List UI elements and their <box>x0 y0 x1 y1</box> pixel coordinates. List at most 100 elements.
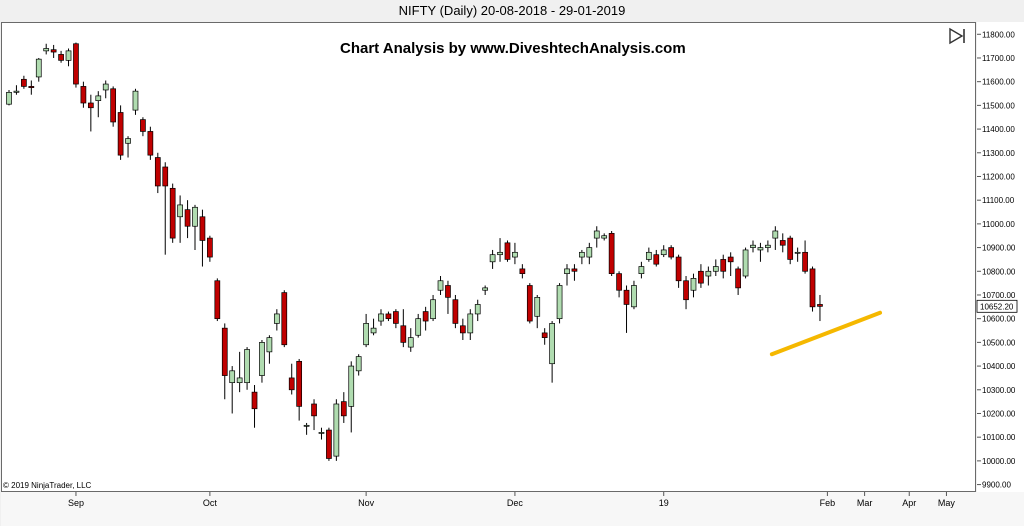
candle-body <box>802 251 808 272</box>
candle-body <box>73 43 79 85</box>
candle-body <box>385 313 392 320</box>
candle-body <box>735 268 741 289</box>
y-tick-label: 11700.00 <box>982 54 1015 63</box>
y-tick-label: 10100.00 <box>982 433 1016 442</box>
last-price-box <box>976 299 1018 313</box>
candle-body <box>147 131 154 156</box>
candle-body <box>445 285 451 298</box>
candle-body <box>296 360 303 407</box>
y-tick-label: 10300.00 <box>982 386 1016 395</box>
candle-body <box>653 254 660 265</box>
candle-body <box>645 251 652 260</box>
candle-body <box>712 266 719 272</box>
candle-body <box>809 268 816 308</box>
x-tick-label: May <box>938 498 956 508</box>
x-axis-panel[interactable] <box>1 492 1024 526</box>
candle-body <box>415 318 422 336</box>
candle-body <box>207 237 213 258</box>
candle-body <box>117 112 124 156</box>
candle-body <box>690 278 697 291</box>
candle-body <box>794 251 801 254</box>
candle-body <box>58 54 64 61</box>
candle-body <box>504 242 511 260</box>
x-tick-label: Sep <box>68 498 84 508</box>
candle-body <box>192 206 198 227</box>
y-tick-label: 11100.00 <box>982 196 1015 205</box>
candle-body <box>393 311 399 324</box>
y-tick-label: 10200.00 <box>982 409 1016 418</box>
candle-body <box>199 216 206 241</box>
candle-body <box>698 270 704 284</box>
candle-body <box>35 58 42 78</box>
candle-body <box>184 209 191 227</box>
x-tick-label: Apr <box>902 498 916 508</box>
y-axis-panel[interactable] <box>977 22 1024 492</box>
candle-body <box>95 95 102 101</box>
candle-body <box>608 233 615 274</box>
y-tick-label: 10500.00 <box>982 338 1016 347</box>
plot-area[interactable] <box>1 22 976 492</box>
window-title: NIFTY (Daily) 20-08-2018 - 29-01-2019 <box>398 3 626 18</box>
candle-body <box>467 313 474 334</box>
candle-body <box>229 370 236 384</box>
candle-body <box>177 204 183 218</box>
candle-body <box>303 424 310 427</box>
candle-body <box>378 313 384 322</box>
candle-body <box>6 91 12 105</box>
candle-body <box>266 337 273 353</box>
candle-body <box>765 244 771 248</box>
y-tick-label: 10900.00 <box>982 244 1016 253</box>
candle-body <box>586 247 593 258</box>
candle-body <box>675 256 682 282</box>
candle-body <box>214 280 221 320</box>
candle-body <box>638 266 645 274</box>
chart-heading: Chart Analysis by www.DiveshtechAnalysis… <box>340 40 686 57</box>
candle-body <box>787 237 794 260</box>
candle-body <box>459 325 466 334</box>
candle-body <box>370 327 377 334</box>
candle-body <box>742 249 749 277</box>
candle-body <box>631 285 637 308</box>
candle-body <box>593 230 600 239</box>
candle-body <box>556 285 563 320</box>
candle-body <box>102 83 109 91</box>
candle-body <box>683 280 689 301</box>
candle-body <box>288 377 295 391</box>
candle-body <box>668 247 675 258</box>
last-price-label: 10652.20 <box>980 302 1014 311</box>
candle-body <box>110 88 117 123</box>
candle-body <box>720 259 727 272</box>
candle-body <box>140 119 146 132</box>
candle-body <box>452 299 459 324</box>
x-tick-label: 19 <box>659 498 669 508</box>
candle-body <box>236 377 243 384</box>
candle-body <box>326 429 332 459</box>
candle-body <box>474 304 481 315</box>
candle-body <box>273 313 280 324</box>
y-tick-label: 10700.00 <box>982 291 1016 300</box>
y-tick-label: 11200.00 <box>982 172 1015 181</box>
y-tick-label: 11800.00 <box>982 30 1015 39</box>
candle-body <box>779 240 786 246</box>
candle-body <box>616 273 622 291</box>
candle-body <box>571 268 578 272</box>
candle-body <box>660 249 667 256</box>
candle-body <box>489 254 496 263</box>
candle-body <box>169 187 176 239</box>
candle-body <box>422 311 429 322</box>
candle-body <box>757 247 764 251</box>
y-tick-label: 11600.00 <box>982 78 1015 87</box>
candle-body <box>21 78 27 87</box>
x-tick-label: Oct <box>203 498 218 508</box>
candle-body <box>623 289 630 305</box>
skip-to-end-icon[interactable] <box>948 27 968 45</box>
candle-body <box>817 304 823 307</box>
candle-body <box>363 323 369 346</box>
candle-body <box>13 90 20 93</box>
candle-body <box>311 403 317 417</box>
candle-body <box>705 270 712 277</box>
y-tick-label: 11300.00 <box>982 149 1015 158</box>
y-tick-label: 9900.00 <box>982 481 1011 490</box>
candle-body <box>348 365 355 407</box>
y-tick-label: 10600.00 <box>982 315 1016 324</box>
